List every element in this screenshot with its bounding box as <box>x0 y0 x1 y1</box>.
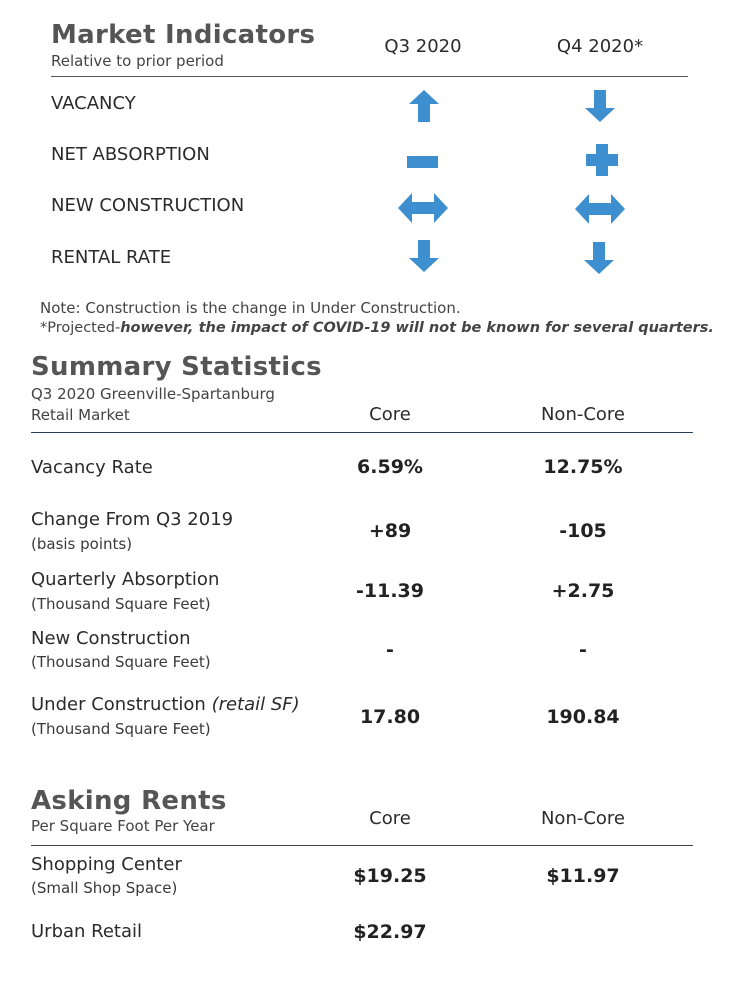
stat-noncore-quarterly-absorption: +2.75 <box>551 580 615 602</box>
stat-label-under-construction-text: Under Construction <box>31 694 206 715</box>
rent-label-urban-retail: Urban Retail <box>31 921 143 942</box>
column-header-non-core: Non-Core <box>540 808 626 829</box>
column-header-core: Core <box>369 808 411 829</box>
market-indicators-subtitle: Relative to prior period <box>51 52 224 70</box>
summary-statistics-subtitle-line2: Retail Market <box>31 406 130 424</box>
stat-noncore-under-construction: 190.84 <box>546 706 620 728</box>
stat-noncore-vacancy-rate: 12.75% <box>543 456 623 478</box>
stat-core-new-construction: - <box>386 639 394 661</box>
summary-statistics-title: Summary Statistics <box>31 352 322 382</box>
asking-rents-title: Asking Rents <box>31 786 227 816</box>
stat-core-quarterly-absorption: -11.39 <box>356 580 424 602</box>
projection-note-prefix: *Projected- <box>40 320 121 336</box>
arrow-left-right-icon <box>575 194 625 224</box>
column-header-q3-2020: Q3 2020 <box>384 36 462 57</box>
summary-statistics-subtitle-line1: Q3 2020 Greenville-Spartanburg <box>31 385 275 403</box>
summary-statistics-divider <box>31 432 693 433</box>
projection-note-emphasis: however, the impact of COVID-19 will not… <box>120 320 714 336</box>
rent-core-urban-retail: $22.97 <box>353 921 427 943</box>
indicator-label-net-absorption: NET ABSORPTION <box>51 144 210 165</box>
plus-icon <box>586 144 618 176</box>
minus-icon <box>407 156 438 168</box>
asking-rents-divider <box>31 845 693 846</box>
rent-unit-small-shop-space: (Small Shop Space) <box>31 879 178 897</box>
stat-label-new-construction: New Construction <box>31 628 191 649</box>
construction-note: Note: Construction is the change in Unde… <box>40 299 461 317</box>
market-indicators-title: Market Indicators <box>51 20 316 50</box>
market-indicators-divider <box>51 76 688 77</box>
indicator-label-rental-rate: RENTAL RATE <box>51 247 172 268</box>
stat-unit-basis-points: (basis points) <box>31 535 133 553</box>
stat-label-vacancy-rate: Vacancy Rate <box>31 457 153 478</box>
arrow-left-right-icon <box>398 193 448 223</box>
indicator-label-vacancy: VACANCY <box>51 93 136 114</box>
stat-label-under-construction: Under Construction (retail SF) <box>31 694 300 715</box>
arrow-down-icon <box>585 90 615 122</box>
rent-noncore-shopping-center: $11.97 <box>546 865 620 887</box>
rent-core-shopping-center: $19.25 <box>353 865 427 887</box>
stat-label-under-construction-italic: (retail SF) <box>211 694 300 715</box>
column-header-core: Core <box>369 404 411 425</box>
stat-label-change-from-q3-2019: Change From Q3 2019 <box>31 509 234 530</box>
stat-noncore-change: -105 <box>559 520 607 542</box>
arrow-down-icon <box>409 240 439 272</box>
arrow-down-icon <box>584 242 614 274</box>
asking-rents-subtitle: Per Square Foot Per Year <box>31 817 215 835</box>
stat-core-under-construction: 17.80 <box>359 706 421 728</box>
stat-noncore-new-construction: - <box>579 639 587 661</box>
rent-label-shopping-center: Shopping Center <box>31 854 182 875</box>
stat-core-vacancy-rate: 6.59% <box>357 456 423 478</box>
stat-unit-thousand-sf: (Thousand Square Feet) <box>31 653 211 671</box>
projection-note: *Projected-however, the impact of COVID-… <box>40 320 714 336</box>
stat-core-change: +89 <box>368 520 412 542</box>
column-header-q4-2020: Q4 2020* <box>556 36 644 57</box>
column-header-non-core: Non-Core <box>540 404 626 425</box>
stat-label-quarterly-absorption: Quarterly Absorption <box>31 569 220 590</box>
stat-unit-thousand-sf: (Thousand Square Feet) <box>31 595 211 613</box>
stat-unit-thousand-sf: (Thousand Square Feet) <box>31 720 211 738</box>
indicator-label-new-construction: NEW CONSTRUCTION <box>51 195 245 216</box>
arrow-up-icon <box>409 90 439 122</box>
